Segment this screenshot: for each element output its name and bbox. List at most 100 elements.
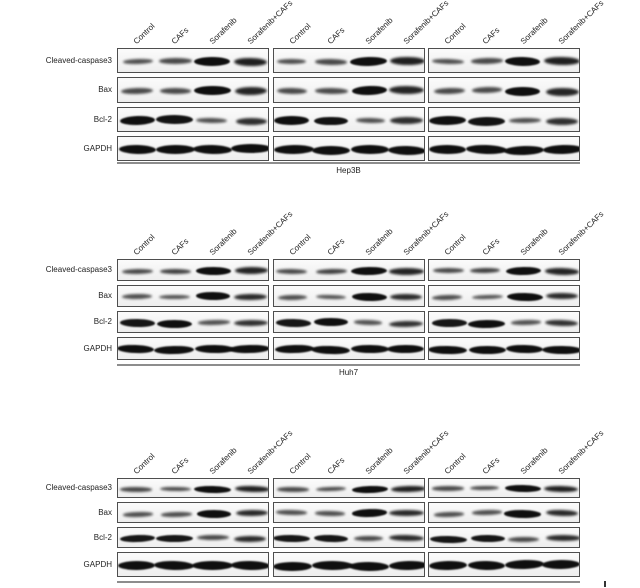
protein-band (350, 344, 389, 354)
treatment-lane-label: Sorafenib (518, 445, 550, 476)
protein-band (276, 268, 308, 274)
panel-underline (117, 162, 580, 164)
treatment-lane-label: CAFs (480, 236, 502, 257)
protein-band (351, 85, 387, 96)
protein-band (196, 117, 228, 124)
protein-band (503, 145, 545, 156)
blot-strip (428, 337, 580, 360)
protein-band (541, 345, 579, 355)
protein-band (467, 116, 505, 126)
protein-band (311, 560, 353, 571)
protein-band (233, 293, 267, 301)
protein-band (119, 114, 155, 126)
protein-band (155, 144, 195, 154)
protein-band (431, 294, 463, 301)
protein-band (509, 117, 541, 124)
blot-strip (117, 77, 269, 103)
protein-band (195, 292, 231, 301)
protein-band (154, 560, 195, 571)
protein-band (122, 294, 153, 300)
blot-strip (428, 478, 580, 498)
cell-line-label: Huh7 (338, 368, 359, 377)
protein-band (235, 117, 268, 125)
blot-strip (273, 285, 425, 307)
protein-band (160, 87, 192, 94)
protein-band (192, 144, 233, 155)
treatment-lane-label: CAFs (169, 25, 191, 46)
protein-band (231, 560, 268, 571)
protein-band (118, 560, 156, 570)
protein-band (504, 86, 541, 96)
protein-band (467, 319, 505, 329)
treatment-lane-label: Sorafenib+CAFs (556, 0, 606, 47)
protein-band (274, 534, 311, 543)
protein-band (352, 485, 388, 494)
protein-band (315, 268, 347, 275)
protein-band (316, 486, 347, 493)
treatment-lane-label: Control (131, 21, 157, 46)
protein-band (432, 485, 465, 491)
protein-band (349, 561, 389, 571)
treatment-lane-label: Sorafenib+CAFs (556, 209, 606, 257)
blot-strip (428, 502, 580, 523)
blot-strip (273, 552, 425, 577)
protein-band (158, 57, 192, 64)
protein-band (390, 57, 424, 66)
protein-band (429, 345, 467, 355)
protein-band (543, 485, 579, 493)
protein-band (429, 144, 467, 155)
protein-band (431, 58, 465, 66)
protein-band (351, 266, 388, 276)
protein-band (433, 88, 465, 95)
protein-band (510, 319, 541, 326)
blot-strip (428, 48, 580, 73)
treatment-lane-label: CAFs (325, 25, 347, 46)
cursor-artifact (604, 581, 606, 587)
blot-strip (117, 285, 269, 307)
protein-band (471, 86, 502, 94)
protein-band (313, 534, 348, 543)
treatment-lane-label: Control (442, 232, 468, 257)
protein-band (389, 267, 424, 275)
protein-band (234, 86, 267, 96)
protein-band (388, 560, 424, 571)
protein-band (276, 87, 307, 95)
protein-band (197, 320, 230, 326)
blot-strip (117, 48, 269, 73)
protein-band (468, 345, 507, 355)
protein-band (120, 318, 155, 327)
protein-band (434, 511, 464, 517)
protein-row-label: Bax (98, 507, 112, 517)
protein-band (121, 268, 154, 275)
protein-band (433, 267, 464, 273)
protein-band (120, 88, 153, 95)
protein-band (314, 58, 347, 65)
protein-band (229, 344, 268, 354)
blot-strip (117, 502, 269, 523)
protein-band (505, 344, 544, 354)
protein-band (350, 144, 390, 155)
protein-band (119, 533, 155, 543)
protein-band (351, 292, 388, 301)
protein-band (544, 319, 578, 327)
protein-band (234, 58, 267, 67)
blot-strip (273, 478, 425, 498)
protein-band (196, 535, 229, 541)
protein-band (504, 484, 541, 493)
protein-row-label: GAPDH (83, 143, 112, 153)
blot-strip (273, 259, 425, 281)
protein-band (388, 86, 424, 95)
protein-row-label: Bcl-2 (93, 114, 112, 124)
protein-band (160, 511, 192, 517)
treatment-lane-label: Control (287, 451, 313, 476)
protein-band (277, 486, 310, 492)
blot-strip (273, 337, 425, 360)
protein-band (470, 534, 505, 543)
protein-band (160, 268, 192, 275)
protein-band (545, 535, 579, 542)
protein-band (276, 58, 307, 65)
protein-band (504, 559, 545, 570)
protein-band (545, 509, 578, 517)
treatment-lane-label: Sorafenib (363, 15, 395, 46)
protein-band (506, 292, 543, 302)
